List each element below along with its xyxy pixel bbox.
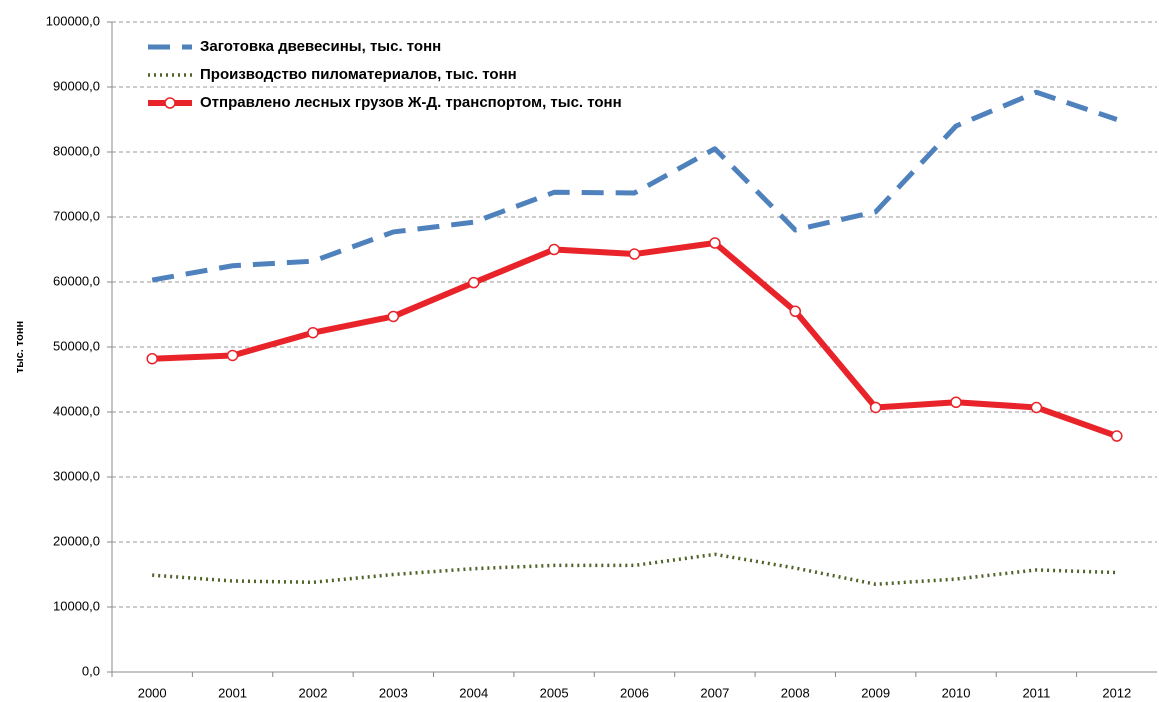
y-tick-label: 30000,0 [53, 468, 100, 483]
y-tick-label: 100000,0 [46, 13, 100, 28]
legend-label: Заготовка двевесины, тыс. тонн [200, 38, 441, 55]
x-tick-label: 2002 [299, 685, 328, 700]
x-tick-label: 2000 [138, 685, 167, 700]
series-line [151, 89, 1118, 283]
point [950, 396, 962, 408]
point [226, 349, 239, 362]
point [1030, 401, 1043, 414]
point [387, 310, 400, 323]
y-tick-label: 80000,0 [53, 143, 100, 158]
x-tick-label: 2003 [379, 685, 408, 700]
x-tick-label: 2012 [1102, 685, 1131, 700]
x-tick-label: 2001 [218, 685, 247, 700]
series-line [152, 240, 1118, 439]
x-tick-label: 2004 [459, 685, 488, 700]
point [789, 305, 802, 317]
y-tick-label: 50000,0 [53, 338, 100, 353]
y-tick-label: 0,0 [82, 663, 100, 678]
point [869, 401, 882, 414]
point [146, 352, 158, 365]
legend-marker [164, 97, 176, 109]
x-tick-label: 2007 [700, 685, 729, 700]
y-axis-label: тыс. тонн [14, 321, 26, 373]
point [307, 326, 319, 339]
y-tick-label: 70000,0 [53, 208, 100, 223]
y-tick-label: 60000,0 [53, 273, 100, 288]
point [709, 237, 721, 249]
legend-label: Производство пиломатериалов, тыс. тонн [200, 66, 517, 83]
y-tick-label: 40000,0 [53, 403, 100, 418]
legend-label: Отправлено лесных грузов Ж-Д. транспорто… [200, 94, 622, 111]
point [548, 243, 560, 256]
point [628, 248, 641, 260]
x-tick-label: 2009 [861, 685, 890, 700]
point [1111, 430, 1123, 442]
x-tick-label: 2005 [540, 685, 569, 700]
y-tick-label: 10000,0 [53, 598, 100, 613]
x-tick-label: 2006 [620, 685, 649, 700]
y-tick-label: 20000,0 [53, 533, 100, 548]
point [467, 276, 480, 289]
series-line [152, 552, 1117, 586]
x-tick-label: 2011 [1022, 685, 1050, 700]
x-tick-label: 2010 [942, 685, 971, 700]
y-tick-label: 90000,0 [53, 78, 100, 93]
x-tick-label: 2008 [781, 685, 810, 700]
